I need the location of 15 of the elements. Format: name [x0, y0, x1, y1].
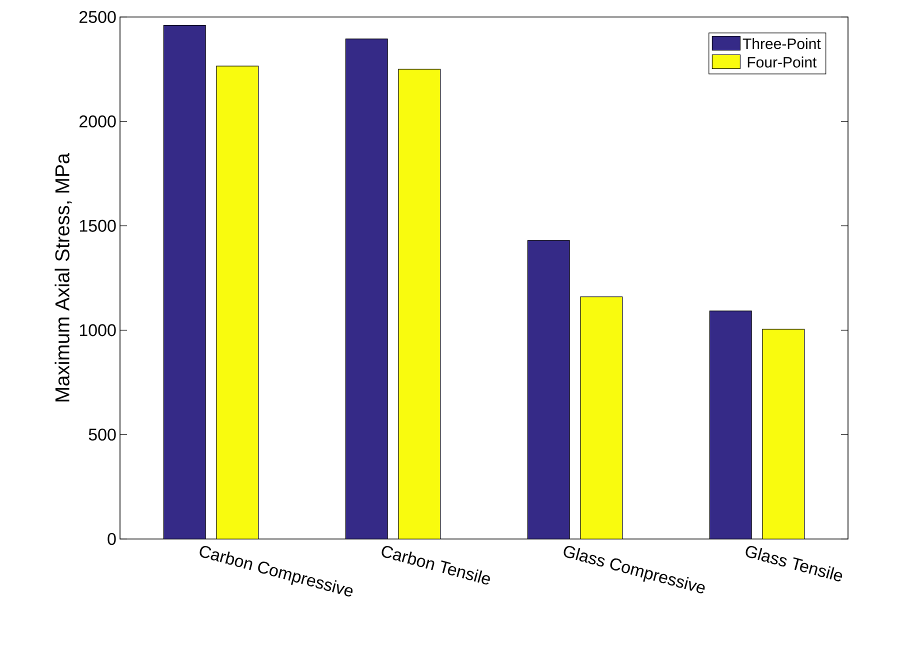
- bar: [163, 25, 206, 539]
- y-tick-label: 1000: [80, 324, 116, 336]
- bar: [709, 310, 752, 539]
- y-tick-label: 1500: [80, 220, 116, 232]
- y-tick-label: 500: [88, 428, 116, 441]
- legend-label: Three-Point: [742, 38, 821, 50]
- y-tick-label: 2000: [80, 115, 116, 128]
- y-tick-label: 2500: [80, 10, 116, 24]
- bar: [345, 38, 388, 539]
- legend-label: Four-Point: [748, 56, 817, 68]
- x-tick-label: Glass Tensile: [746, 546, 842, 582]
- bar: [527, 240, 570, 539]
- y-tick-label: 0: [108, 532, 116, 546]
- x-tick-label: Carbon Tensile: [382, 546, 490, 584]
- y-axis-title: Maximum Axial Stress, MPa: [54, 153, 72, 402]
